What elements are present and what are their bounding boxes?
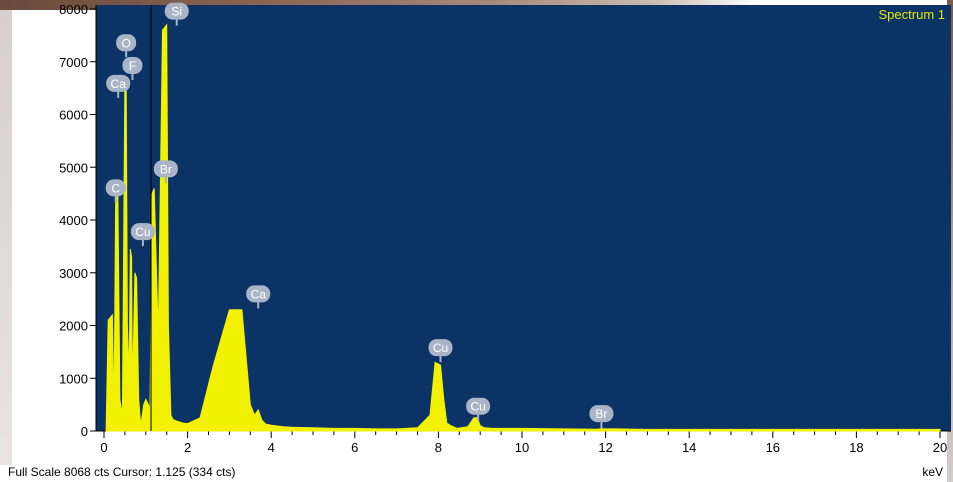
x-tick-label: 14: [682, 440, 696, 455]
peak-marker: [164, 2, 189, 20]
peak-marker: [466, 397, 491, 415]
y-tick-label: 7000: [59, 55, 88, 70]
x-tick-label: 16: [766, 440, 780, 455]
spectrum-series: [105, 5, 941, 432]
peak-label-cu: Cu: [466, 397, 491, 421]
left-edge-decoration: [0, 10, 12, 465]
peak-marker: [589, 405, 614, 423]
peak-label-o: O: [116, 34, 137, 58]
x-axis: 0 2 4 6 8 10 12 14 16 18 20: [96, 430, 951, 455]
peak-label-c: C: [105, 179, 126, 203]
x-tick-label: 8: [435, 440, 442, 455]
peak-label-ca: Ca: [246, 285, 271, 309]
peak-label-text: Ca: [111, 77, 127, 91]
peak-label-ca: Ca: [106, 74, 131, 98]
x-tick-label: 0: [100, 440, 107, 455]
chart-title: Spectrum 1: [879, 7, 945, 22]
y-tick-label: 3000: [59, 266, 88, 281]
y-tick-label: 6000: [59, 108, 88, 123]
y-tick-label: 8000: [59, 2, 88, 17]
peak-label-text: Si: [171, 5, 182, 19]
y-tick-label: 4000: [59, 213, 88, 228]
peak-label-text: C: [111, 181, 120, 195]
x-tick-label: 12: [598, 440, 612, 455]
peak-label-cu: Cu: [130, 223, 155, 247]
peak-marker: [246, 285, 271, 303]
peak-label-text: Cu: [433, 341, 448, 355]
x-tick-label: 6: [351, 440, 358, 455]
status-readout: Full Scale 8068 cts Cursor: 1.125 (334 c…: [8, 465, 236, 479]
y-tick-label: 2000: [59, 319, 88, 334]
y-tick-label: 0: [81, 424, 88, 439]
x-tick-label: 20: [933, 440, 947, 455]
peak-marker: [106, 74, 131, 92]
x-tick-label: 4: [268, 440, 275, 455]
peak-marker: [116, 34, 137, 52]
peak-label-f: F: [122, 56, 143, 80]
x-tick-label: 2: [184, 440, 191, 455]
peak-marker: [105, 179, 126, 197]
peak-label-text: Ca: [251, 287, 267, 301]
peak-label-text: Br: [160, 162, 172, 176]
peak-label-text: F: [129, 59, 136, 73]
y-tick-label: 5000: [59, 160, 88, 175]
peak-label-text: Br: [595, 407, 607, 421]
spectrum-area: [105, 23, 941, 432]
peak-marker: [428, 339, 453, 357]
peak-label-text: O: [121, 36, 130, 50]
x-unit-label: keV: [922, 465, 943, 479]
spectrum-chart[interactable]: 0 1000 2000 3000 4000 5000 6000 7000 8000 0 2 4 6 8 1…: [0, 0, 953, 465]
peak-marker: [122, 56, 143, 74]
peak-label-br: Br: [153, 160, 178, 184]
x-tick-label: 10: [515, 440, 529, 455]
peak-label-si: Si: [164, 2, 189, 26]
peak-label-cu: Cu: [428, 339, 453, 363]
x-tick-label: 18: [849, 440, 863, 455]
y-tick-label: 1000: [59, 371, 88, 386]
y-axis: 0 1000 2000 3000 4000 5000 6000 7000 8000: [59, 2, 97, 439]
peak-label-text: Cu: [470, 400, 485, 414]
peak-marker: [153, 160, 178, 178]
peak-marker: [130, 223, 155, 241]
peak-label-text: Cu: [135, 225, 150, 239]
peak-label-br: Br: [589, 405, 614, 429]
